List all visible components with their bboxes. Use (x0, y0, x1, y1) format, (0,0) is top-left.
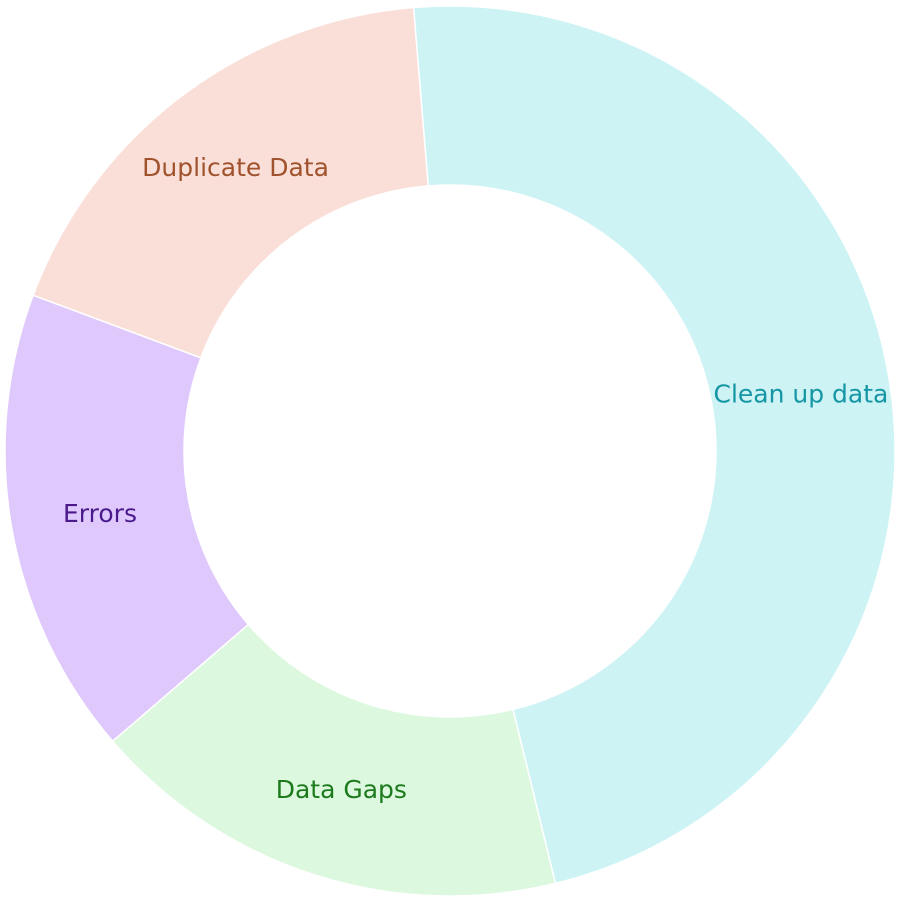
slice-data-gaps (111, 623, 557, 897)
slice-clean-up-data (412, 5, 896, 885)
slice-errors (4, 294, 250, 743)
slice-duplicate-data (32, 6, 430, 359)
slice-label-duplicate-data: Duplicate Data (142, 153, 329, 182)
slices-layer (4, 5, 896, 897)
slice-label-data-gaps: Data Gaps (276, 775, 407, 804)
labels-layer: Clean up data Data Gaps Errors Duplicate Da… (63, 153, 888, 804)
slice-label-clean-up-data: Clean up data (713, 380, 888, 409)
slice-label-errors: Errors (63, 499, 137, 528)
